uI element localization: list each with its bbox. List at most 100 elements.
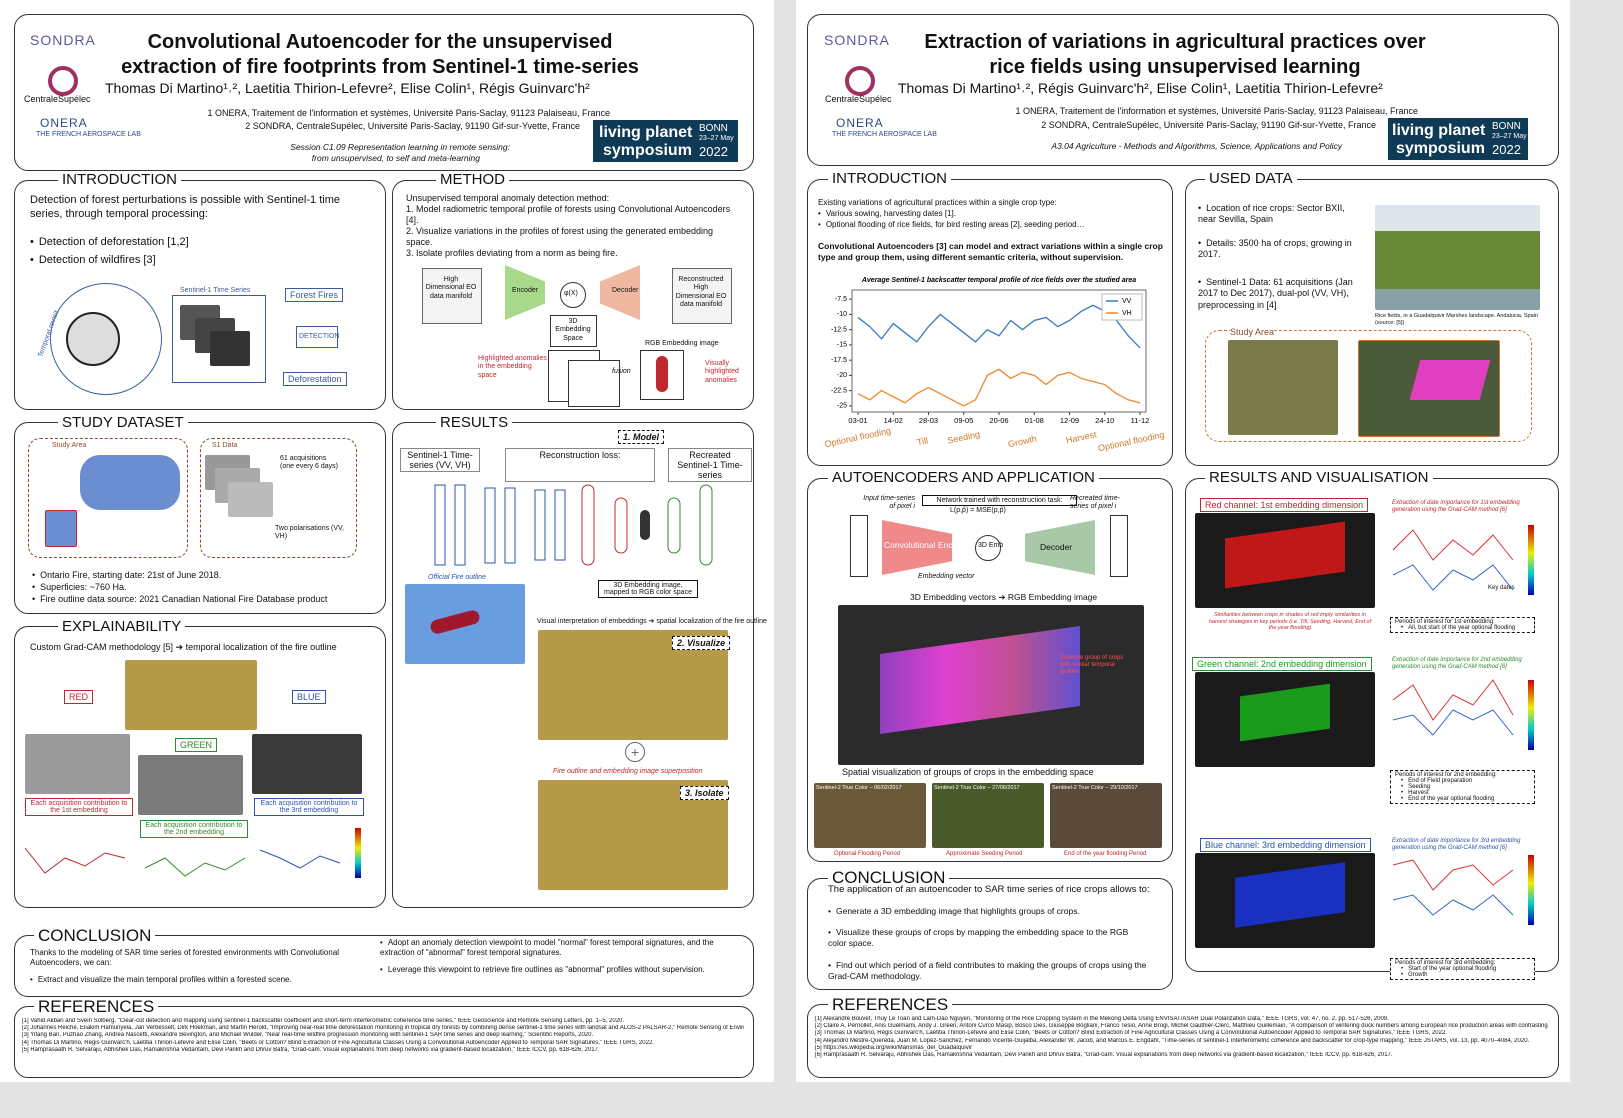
text: Existing variations of agricultural prac… [818, 198, 1057, 207]
text: Custom Grad-CAM methodology [5] ➔ tempor… [30, 642, 337, 652]
bullets: Location of rice crops: Sector BXII, nea… [1198, 203, 1358, 226]
paragraph: Convolutional Autoencoders [3] can model… [818, 241, 1163, 262]
figure-shape [50, 283, 162, 395]
badge: 23–27 May [699, 135, 734, 142]
rect [1528, 525, 1534, 595]
figure-shape: Periods of interest for 1st embedding:Al… [1390, 617, 1535, 633]
x-tick-label: 03-01 [848, 416, 867, 425]
figure-image [210, 331, 250, 366]
bullets: Adopt an anomaly detection viewpoint to … [380, 938, 740, 958]
rect [454, 484, 466, 566]
figure-image [1050, 783, 1162, 848]
rect [1528, 855, 1534, 925]
figure: Sentinel-1 Time Series [180, 287, 251, 294]
figure-image [25, 734, 130, 794]
figure-shape [975, 535, 1001, 561]
rect [1528, 680, 1534, 750]
period-item: Growth [1401, 972, 1530, 978]
items: [5] https://es.wikipedia.org/wiki/Marism… [815, 1044, 973, 1051]
heading: INTRODUCTION [828, 170, 951, 187]
bullets: Generate a 3D embedding image that highl… [828, 906, 1148, 917]
figure: Decoder [1040, 542, 1073, 552]
heading: CONCLUSION [34, 926, 156, 946]
period-item: Seeding [1401, 784, 1530, 790]
y-tick-label: -20 [837, 372, 847, 379]
gradcam-plots [1392, 525, 1534, 925]
x-tick-label: 01-08 [1025, 416, 1044, 425]
polyline [1392, 894, 1514, 916]
legend-label: VH [1122, 310, 1132, 317]
figure: Decoder [612, 287, 639, 294]
panels: Sentinel-2 True Color – 29/10/2017 [1052, 785, 1138, 791]
figure: Reconstruction loss: [505, 448, 655, 482]
chart-title: Average Sentinel-1 backscatter temporal … [861, 277, 1136, 284]
figure: 3D Emb [978, 542, 1004, 549]
captions: Each acquisition contribution to the 2nd… [140, 820, 248, 838]
affiliations: 1 ONERA, Traitement de l'information et … [207, 108, 610, 118]
items: [2] Claire A. Pernollet, Anis Guelmami, … [815, 1023, 1549, 1030]
lines: 2. Visualize variations in the profiles … [406, 226, 714, 248]
figure-image [814, 783, 926, 848]
figure-shape: Periods of interest for 3rd embedding:St… [1390, 958, 1535, 980]
channels: Blue channel: 3rd embedding dimension [1200, 838, 1371, 852]
figure: Highlighted anomalies in the embedding s… [478, 355, 547, 379]
figure-image [932, 783, 1044, 848]
figure-shape [200, 438, 357, 558]
figure: High Dimensional EO data manifold [425, 276, 477, 300]
period-item: Start of the year optional flooding [1401, 966, 1530, 972]
rect [534, 489, 546, 561]
figure: fusion [612, 368, 631, 375]
session: A3.04 Agriculture - Methods and Algorith… [1051, 141, 1342, 151]
polyline [144, 857, 246, 877]
text: The application of an autoencoder to SAR… [828, 884, 1150, 895]
figure-image [138, 755, 243, 815]
figure-shape [172, 295, 266, 383]
badge: 23–27 May [1492, 133, 1527, 140]
figure: S1 Data [212, 442, 238, 449]
section-box [807, 1004, 1559, 1078]
x-tick-label: 09-05 [954, 416, 973, 425]
x-tick-label: 11-12 [1131, 416, 1150, 425]
items: [3] Thomas Di Martino, Régis Guinvarc'h,… [815, 1030, 1447, 1037]
figure-image [1228, 340, 1338, 435]
polyline [1392, 859, 1514, 891]
figure: Two polarisations (VV, VH) [275, 525, 344, 541]
figure-shape [656, 356, 668, 392]
rect [581, 484, 595, 566]
figure: Visual interpretation of embeddings ➔ sp… [537, 618, 767, 625]
badge: symposium [603, 142, 692, 159]
logos: SONDRA [824, 32, 890, 48]
period-title: Periods of interest for 2nd embedding: [1395, 772, 1497, 778]
badge: symposium [1396, 140, 1485, 157]
captions: Each acquisition contribution to the 1st… [25, 798, 133, 816]
periods: Approximate Seeding Period [946, 851, 1023, 857]
heading: AUTOENCODERS AND APPLICATION [828, 469, 1099, 486]
figure-shape [1409, 360, 1491, 400]
channels: GREEN [175, 738, 218, 752]
y-tick-label: -17.5 [831, 357, 847, 364]
heading: REFERENCES [34, 997, 159, 1017]
x-tick-label: 28-03 [919, 416, 938, 425]
study-area: Study Area [1230, 327, 1275, 338]
polyline [259, 849, 341, 869]
y-tick-label: -22.5 [831, 387, 847, 394]
figure-shape [850, 515, 868, 577]
background-strip [1570, 0, 1623, 1118]
phase-label: Growth [1007, 433, 1037, 449]
y-tick-label: -25 [837, 403, 847, 410]
figure-shape: + [625, 742, 645, 762]
panels: Sentinel-2 True Color – 27/06/2017 [934, 785, 1020, 791]
section-box [14, 1006, 754, 1078]
heading: RESULTS [436, 414, 513, 431]
figure-shape [1110, 515, 1128, 577]
background-strip [0, 1082, 1623, 1118]
logos: CentraleSupélec [24, 94, 91, 104]
polyline [1392, 564, 1514, 591]
rect [667, 497, 681, 554]
phase-label: Harvest [1065, 429, 1098, 445]
period-item: All, but start of the year optional floo… [1401, 625, 1530, 631]
period-item: End of Field preparation [1401, 778, 1530, 784]
bullets: Leverage this viewpoint to retrieve fire… [380, 965, 740, 975]
rect [640, 510, 650, 540]
figure: Embedding vector [918, 573, 975, 580]
